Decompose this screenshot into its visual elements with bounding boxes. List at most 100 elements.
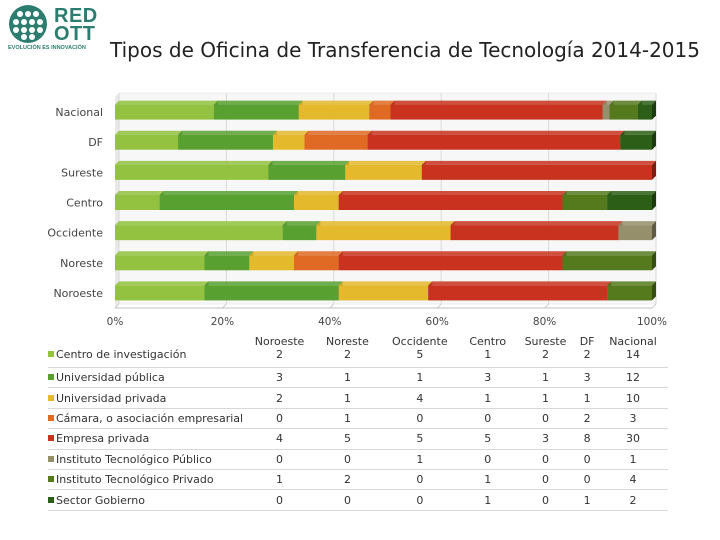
table-row: Universidad pública 3 1 1 3 1 3 12 <box>48 367 668 389</box>
logo-text-ott: OTT <box>54 23 96 45</box>
bar-segment <box>316 225 451 241</box>
bar-top-face <box>367 130 625 135</box>
table-cell: 4 <box>243 428 316 450</box>
gridline-floor <box>114 303 120 309</box>
table-cell: 5 <box>378 348 461 368</box>
bar-top-face <box>390 100 607 105</box>
x-tick-label: 0% <box>107 316 124 328</box>
bar-segment <box>562 195 608 210</box>
table-cell: 0 <box>460 449 515 470</box>
column-header: DF <box>579 335 595 348</box>
table-row: Instituto Tecnológico Privado 1 2 0 1 0 0 4 <box>48 469 668 491</box>
bar-segment <box>282 225 317 241</box>
table-row: Sector Gobierno 0 0 0 1 0 1 2 <box>48 489 668 511</box>
table-cell: 4 <box>598 469 668 491</box>
bar-top-face <box>618 221 656 226</box>
table-cell: 0 <box>514 449 577 470</box>
bar-segment <box>607 285 652 301</box>
bar-top-face <box>338 281 433 286</box>
series-legend-cell: Centro de investigación <box>48 348 244 368</box>
series-name: Instituto Tecnológico Privado <box>56 473 214 487</box>
bar-top-face <box>249 251 298 256</box>
bar-segment <box>115 195 160 210</box>
table-cell: 3 <box>460 367 515 389</box>
table-corner-cell <box>48 328 243 348</box>
legend-swatch <box>48 476 54 483</box>
table-cell: 1 <box>315 387 379 409</box>
bar-side-face <box>652 281 656 301</box>
series-legend-cell: Cámara, o asociación empresarial <box>48 408 244 430</box>
bar-top-face <box>115 191 164 195</box>
table-cell: 1 <box>460 387 515 409</box>
table-cell: 2 <box>315 469 379 491</box>
bar-segment <box>618 225 652 241</box>
bar-top-face <box>338 191 567 195</box>
x-tick-label: 20% <box>211 316 234 328</box>
legend-swatch <box>48 435 54 442</box>
bar-top-face <box>428 281 612 286</box>
table-cell: 2 <box>514 348 577 368</box>
table-cell: 0 <box>576 449 598 470</box>
bar-top-face <box>369 100 395 105</box>
bar-top-face <box>562 251 656 256</box>
bar-top-face <box>159 191 298 195</box>
bar-segment <box>204 255 250 271</box>
bar-top-face <box>620 130 656 135</box>
gridline-floor <box>222 303 227 309</box>
bar-top-face <box>115 281 209 286</box>
bar-top-face <box>304 130 372 135</box>
y-tick-label: Noroeste <box>53 287 103 300</box>
legend-swatch <box>48 351 54 357</box>
table-cell: 5 <box>378 428 461 450</box>
data-table: Noroeste Noreste Occidente Centro Sureste DF N… <box>48 328 668 511</box>
bar-segment <box>609 104 638 120</box>
table-cell: 0 <box>514 469 577 491</box>
table-cell: 0 <box>315 449 379 470</box>
bar-segment <box>249 255 294 271</box>
table-cell: 3 <box>243 367 316 389</box>
table-row: Empresa privada 4 5 5 5 3 8 30 <box>48 428 668 450</box>
table-cell: 1 <box>514 367 577 389</box>
table-cell: 2 <box>243 348 316 368</box>
table-cell: 1 <box>243 469 316 491</box>
table-row: Cámara, o asociación empresarial 0 1 0 0 0 2 3 <box>48 408 668 430</box>
series-name: Cámara, o asociación empresarial <box>56 411 244 425</box>
table-cell: 1 <box>576 387 598 409</box>
bar-segment <box>338 285 429 301</box>
gridline-floor <box>544 303 549 309</box>
chart-title: Tipos de Oficina de Transferencia de Tec… <box>110 38 700 62</box>
column-header: Nacional <box>609 335 657 348</box>
bar-top-face <box>272 130 309 135</box>
y-tick-label: Sureste <box>61 166 103 179</box>
table-cell: 3 <box>514 428 577 450</box>
bar-side-face <box>652 100 656 120</box>
bar-side-face <box>652 191 656 210</box>
bar-top-face <box>294 191 343 195</box>
table-row: Instituto Tecnológico Público 0 0 1 0 0 0 1 <box>48 449 668 470</box>
bar-segment <box>213 104 299 120</box>
series-legend-cell: Instituto Tecnológico Privado <box>48 469 244 491</box>
series-name: Centro de investigación <box>56 348 187 361</box>
x-tick-label: 100% <box>637 316 667 328</box>
red-ott-logo: RED OTT EVOLUCIÓN ES INNOVACIÓN <box>4 4 108 56</box>
bar-segment <box>390 104 603 120</box>
legend-swatch <box>48 455 54 462</box>
series-legend-cell: Universidad privada <box>48 387 244 409</box>
table-cell: 1 <box>598 449 668 470</box>
table-cell: 0 <box>514 489 577 511</box>
series-legend-cell: Empresa privada <box>48 428 244 450</box>
table-cell: 1 <box>514 387 577 409</box>
bar-top-face <box>115 100 218 105</box>
y-tick-label: Centro <box>66 197 103 210</box>
bar-segment <box>338 255 563 271</box>
table-cell: 1 <box>576 489 598 511</box>
bar-top-face <box>115 221 287 226</box>
table-cell: 5 <box>315 428 379 450</box>
bar-top-face <box>204 251 254 256</box>
bar-top-face <box>609 100 642 105</box>
table-cell: 0 <box>243 408 316 430</box>
x-tick-label: 60% <box>426 316 449 328</box>
bar-segment <box>115 255 205 271</box>
bar-segment <box>620 134 652 150</box>
table-cell: 1 <box>315 408 379 430</box>
